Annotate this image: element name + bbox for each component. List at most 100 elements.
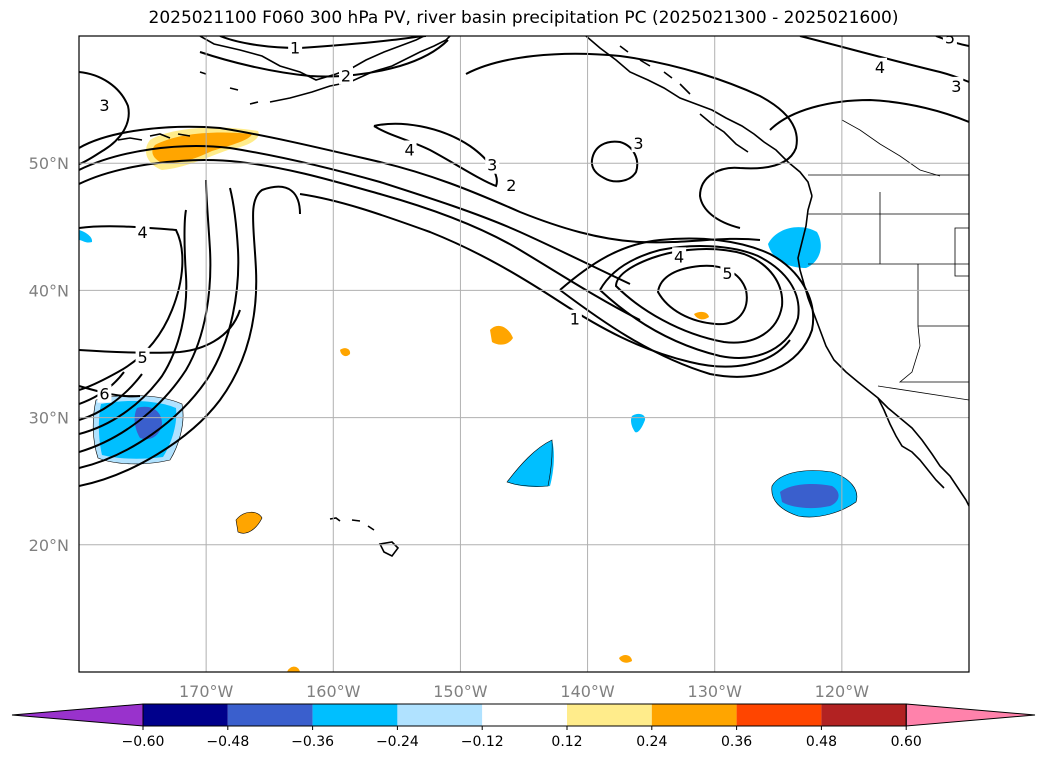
- colorbar-extend-min: [11, 703, 144, 727]
- colorbar-cell: [651, 704, 737, 726]
- contour-label-bg: [873, 57, 887, 76]
- lon-tick-label: 160°W: [306, 682, 361, 701]
- map-frame: [78, 35, 970, 673]
- precipitation-shading: [79, 127, 857, 672]
- lat-tick-label: 30°N: [29, 409, 69, 428]
- coast-hawaii: [329, 517, 400, 558]
- contour-label: 1: [290, 39, 300, 58]
- contour-label: 3: [951, 77, 961, 96]
- contour-pv-3-ridge: [465, 52, 798, 229]
- colorbar-cell: [397, 704, 483, 726]
- contour-pv-3-trough: [79, 145, 631, 285]
- contour-pv-1-trough: [299, 193, 791, 368]
- colorbar-tick-label: 0.24: [636, 734, 667, 750]
- contour-pv-loop-3: [79, 179, 212, 453]
- coastlines: [117, 36, 969, 558]
- colorbar-tick-label: 0.36: [721, 734, 752, 750]
- colorbar-cell: [821, 704, 907, 726]
- outline-southwest: [92, 395, 184, 465]
- contour-pv-5-west: [79, 309, 241, 354]
- contour-label-bg: [720, 263, 735, 282]
- contour-label-bg: [97, 95, 112, 114]
- colorbar-tick-label: −0.48: [206, 734, 249, 750]
- contour-label-bg: [631, 134, 646, 153]
- contour-label-bg: [402, 140, 417, 159]
- contour-pv-3-northeast: [769, 98, 969, 131]
- lon-tick-label: 140°W: [560, 682, 615, 701]
- contour-label-bg: [135, 347, 150, 366]
- latitude-tick-labels: 20°N 30°N 40°N 50°N: [29, 154, 69, 555]
- map-title: 2025021100 F060 300 hPa PV, river basin …: [148, 8, 899, 28]
- coast-us-west: [797, 195, 969, 507]
- contour-pv-4-ridge: [373, 122, 498, 188]
- lon-tick-label: 130°W: [688, 682, 743, 701]
- shade-positive-aleutian-core: [152, 132, 252, 164]
- outline-20N: [235, 511, 263, 534]
- contour-pv-2-trough: [79, 159, 641, 321]
- colorbar-cells: [11, 703, 1036, 727]
- colorbar-tick-label: 0.48: [806, 734, 837, 750]
- colorbar-tick-label: 0.12: [551, 734, 582, 750]
- shade-negative-136W: [631, 413, 646, 433]
- contour-label: 5: [722, 264, 732, 283]
- contour-pv-1-north: [219, 36, 427, 50]
- colorbar-tick-label: −0.60: [122, 734, 165, 750]
- contour-pv-4-cutoff: [614, 248, 784, 344]
- lon-tick-label: 120°W: [815, 682, 870, 701]
- colorbar-tick-label: −0.36: [291, 734, 334, 750]
- longitude-tick-labels: 170°W 160°W 150°W 140°W 130°W 120°W: [179, 682, 869, 701]
- border-id: [954, 227, 969, 277]
- colorbar-cell: [143, 704, 228, 726]
- contour-pv-loop-2: [79, 187, 240, 469]
- shade-negative-southeast-core: [780, 484, 839, 509]
- shade-negative-west-edge: [79, 230, 93, 243]
- border-mexico: [877, 385, 969, 401]
- contour-pv-3-west: [79, 71, 130, 165]
- contour-pv-2-cutoff: [599, 245, 800, 359]
- contour-label: 3: [633, 134, 643, 153]
- contour-label: 5: [945, 29, 955, 48]
- shade-positive-20N: [236, 512, 262, 534]
- lon-tick-label: 150°W: [433, 682, 488, 701]
- contour-label: 6: [99, 385, 109, 404]
- contour-label-bg: [942, 36, 957, 47]
- contour-pv-loop-4: [79, 209, 188, 435]
- shade-positive-159W: [340, 348, 351, 357]
- shading-outlines: [92, 395, 858, 534]
- shade-positive-bottom-1: [619, 654, 632, 663]
- contour-label: 3: [99, 96, 109, 115]
- contour-label-bg: [504, 176, 519, 195]
- colorbar: −0.60 −0.48 −0.36 −0.24 −0.12 0.12 0.24 0.36 0.4…: [11, 703, 1036, 750]
- lon-tick-label: 170°W: [179, 682, 234, 701]
- contour-pv-loop-1: [79, 185, 301, 487]
- shade-negative-coast: [768, 227, 821, 268]
- contour-label: 5: [137, 348, 147, 367]
- contour-label-bg: [949, 76, 964, 95]
- contour-pv-3-closed: [590, 140, 639, 183]
- lat-tick-label: 20°N: [29, 536, 69, 555]
- colorbar-cell: [736, 704, 822, 726]
- shade-positive-bottom-2: [287, 666, 300, 672]
- contour-label-bg: [97, 384, 112, 403]
- outline-southeast: [771, 470, 858, 518]
- gridlines: [79, 36, 969, 672]
- contour-label: 4: [674, 247, 684, 266]
- contour-label-bg: [339, 66, 353, 85]
- border-nv: [879, 213, 969, 264]
- contour-label-bg: [288, 38, 303, 57]
- colorbar-frame: [142, 703, 907, 727]
- contour-label-bg: [567, 309, 582, 328]
- colorbar-tick-label: −0.12: [461, 734, 504, 750]
- colorbar-cell: [227, 704, 313, 726]
- shade-negative-central: [507, 440, 554, 487]
- colorbar-tick-labels: −0.60 −0.48 −0.36 −0.24 −0.12 0.12 0.24 0.36 0.4…: [122, 726, 922, 750]
- coast-aleutians: [117, 71, 259, 141]
- contour-label: 3: [487, 156, 497, 175]
- contour-label: 2: [341, 67, 351, 86]
- contour-label-bg: [485, 155, 500, 174]
- shade-positive-147W: [490, 325, 513, 345]
- colorbar-cell: [312, 704, 398, 726]
